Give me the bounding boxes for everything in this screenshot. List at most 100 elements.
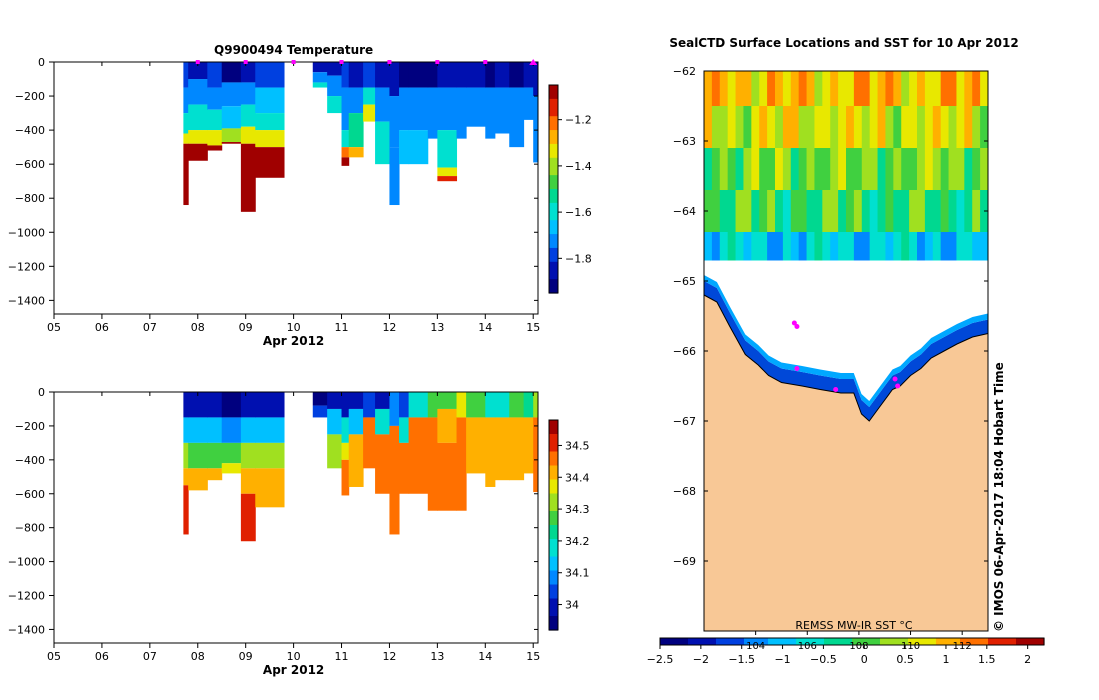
- sst-colorbar-tick-label: 2: [1024, 653, 1031, 666]
- x-tick-label: 08: [191, 321, 205, 334]
- colorbar-segment: [549, 282, 558, 287]
- colorbar-segment: [549, 234, 558, 239]
- colorbar-segment: [549, 189, 558, 194]
- colorbar-segment: [549, 497, 558, 502]
- sst-map-panel: −62 −63 −64 −65 −66 −67 −68 −69 SealCTD Surface …: [647, 36, 1045, 666]
- profile-cell: [533, 62, 539, 97]
- sst-colorbar-segment: [808, 638, 813, 645]
- sst-cell: [830, 232, 839, 261]
- x-tick-label: 14: [478, 650, 492, 663]
- colorbar-segment: [549, 85, 558, 90]
- colorbar-tick-label: −1.4: [565, 160, 592, 173]
- colorbar-segment: [549, 458, 558, 463]
- colorbar-segment: [549, 556, 558, 561]
- seal-location-marker: [794, 324, 800, 329]
- profile-cell: [437, 176, 458, 182]
- seal-location-marker: [892, 376, 898, 382]
- sst-colorbar-segment: [660, 638, 665, 645]
- profile-cell: [221, 463, 242, 474]
- profile-cell: [363, 104, 376, 122]
- colorbar-segment: [549, 247, 558, 252]
- profile-cell: [312, 405, 328, 418]
- sst-colorbar-segment: [964, 638, 969, 645]
- profile-cell: [509, 417, 525, 481]
- profile-cell: [183, 143, 189, 206]
- colorbar-segment: [549, 574, 558, 579]
- sst-cell: [877, 148, 886, 191]
- colorbar-tick-label: −1.2: [565, 114, 592, 127]
- sst-cell: [719, 190, 729, 233]
- profile-cell: [240, 82, 256, 105]
- sst-cell: [877, 71, 886, 107]
- sst-cell: [798, 71, 808, 107]
- imos-watermark: © IMOS 06-Apr-2017 18:04 Hobart Time: [992, 362, 1006, 632]
- colorbar-segment: [549, 123, 558, 128]
- colorbar-segment: [549, 483, 558, 488]
- profile-cell: [389, 96, 400, 148]
- profile-cell: [188, 104, 208, 131]
- profile-cell: [207, 442, 223, 469]
- sst-colorbar-segment: [992, 638, 997, 645]
- sst-cell: [901, 232, 910, 261]
- sst-cell: [964, 71, 973, 107]
- profile-cell: [183, 485, 189, 535]
- sst-colorbar-segment: [892, 638, 897, 645]
- sst-cell: [869, 190, 879, 233]
- x-axis-label: Apr 2012: [263, 663, 324, 677]
- x-tick-label: 08: [191, 650, 205, 663]
- y-tick-label: −1000: [8, 226, 45, 239]
- sst-cell: [846, 232, 855, 261]
- sst-colorbar-segment: [908, 638, 913, 645]
- colorbar-segment: [549, 119, 558, 124]
- sst-colorbar-segment: [880, 638, 885, 645]
- sst-cell: [869, 106, 879, 149]
- colorbar-segment: [549, 493, 558, 498]
- colorbar-segment: [549, 192, 558, 197]
- colorbar-segment: [549, 112, 558, 117]
- sst-cell: [948, 190, 957, 233]
- sst-cell: [940, 71, 950, 107]
- sst-cell: [964, 190, 973, 233]
- profile-cell: [485, 87, 496, 139]
- sst-cell: [948, 71, 957, 107]
- profile-cell: [375, 408, 390, 435]
- profile-cell: [327, 75, 343, 97]
- sst-colorbar-segment: [932, 638, 937, 645]
- colorbar-segment: [549, 588, 558, 593]
- sst-cell: [861, 71, 871, 107]
- colorbar-segment: [549, 563, 558, 568]
- x-tick-label: 10: [287, 650, 301, 663]
- sst-cell: [956, 232, 965, 261]
- sst-colorbar-segment: [816, 638, 821, 645]
- sst-cell: [853, 148, 863, 191]
- sst-colorbar-segment: [788, 638, 793, 645]
- colorbar-segment: [549, 626, 558, 631]
- x-tick-label: 11: [335, 650, 349, 663]
- sst-cell: [885, 106, 894, 149]
- sst-cell: [830, 148, 839, 191]
- sst-cell: [806, 148, 815, 191]
- sst-cell: [790, 71, 800, 107]
- profile-cell: [389, 392, 400, 426]
- sst-colorbar-segment: [800, 638, 805, 645]
- sst-cell: [767, 106, 776, 149]
- colorbar-segment: [549, 261, 558, 266]
- sst-cell: [704, 148, 713, 191]
- colorbar-segment: [549, 105, 558, 110]
- lat-tick-label: −66: [673, 345, 696, 358]
- sst-cell: [735, 232, 744, 261]
- colorbar-tick-label: −1.6: [565, 206, 592, 219]
- profile-cell: [427, 417, 438, 511]
- sst-cell: [869, 232, 879, 261]
- sst-cell: [917, 148, 926, 191]
- sst-cell: [980, 148, 989, 191]
- lat-tick-label: −65: [673, 275, 696, 288]
- sst-colorbar-segment: [876, 638, 881, 645]
- sst-cell: [735, 71, 744, 107]
- sst-colorbar-segment: [724, 638, 729, 645]
- sst-colorbar-segment: [780, 638, 785, 645]
- colorbar-segment: [549, 605, 558, 610]
- sst-colorbar-segment: [740, 638, 745, 645]
- colorbar-segment: [549, 168, 558, 173]
- sst-cell: [885, 190, 894, 233]
